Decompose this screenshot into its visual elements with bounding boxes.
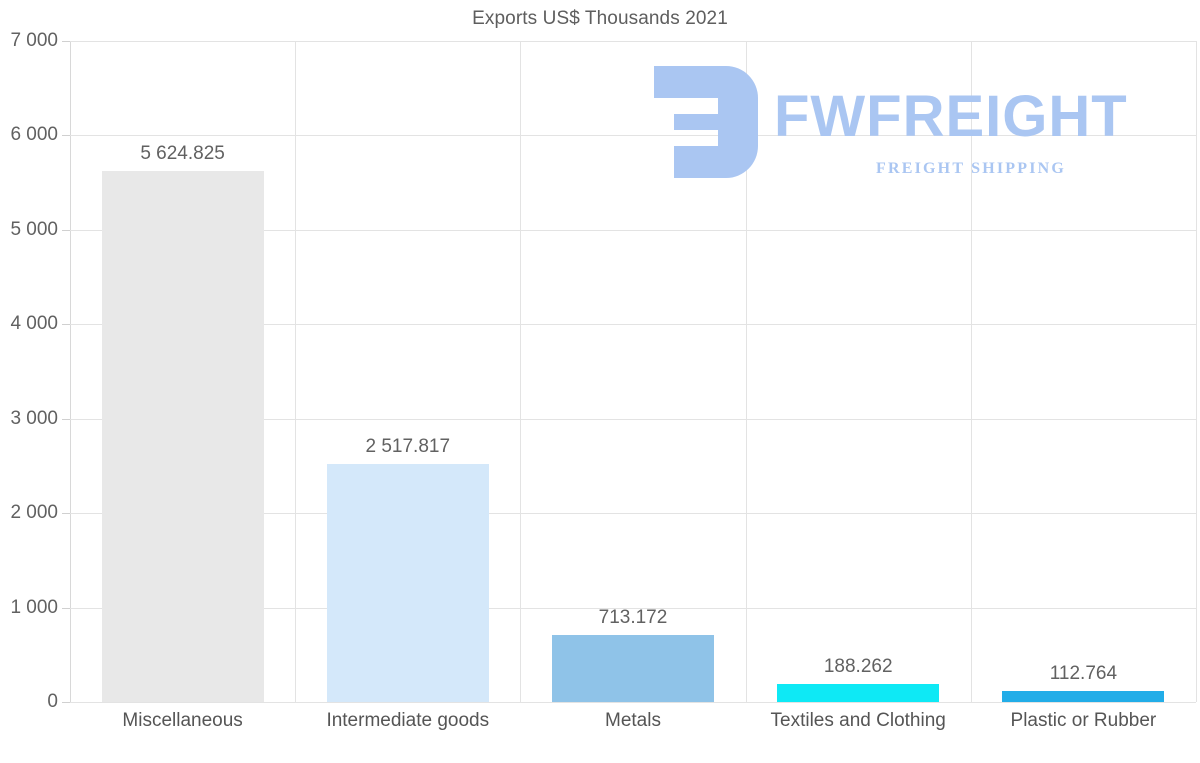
x-axis-tick-label: Intermediate goods (326, 710, 490, 731)
x-axis-tick-label: Metals (605, 710, 661, 731)
x-axis-tick-label: Plastic or Rubber (1010, 710, 1157, 731)
gridline-vertical (520, 41, 521, 702)
bar-value-label: 112.764 (1049, 663, 1118, 685)
gridline-vertical (295, 41, 296, 702)
bar-value-label: 713.172 (598, 606, 668, 628)
y-axis-line (70, 41, 71, 703)
y-axis-tick-mark (62, 324, 70, 326)
y-axis-tick-mark (62, 135, 70, 137)
y-axis-tick-mark (62, 607, 70, 609)
y-axis-tick-label: 7 000 (10, 30, 58, 51)
y-axis-tick-label: 3 000 (10, 407, 58, 429)
y-axis-tick-label: 0 (47, 691, 58, 712)
gridline-vertical (971, 41, 972, 702)
gridline-horizontal (70, 702, 1196, 703)
y-axis-tick-label: 4 000 (10, 313, 58, 335)
bar-value-label: 188.262 (823, 656, 893, 678)
bar[interactable] (777, 684, 939, 702)
y-axis-tick-label: 1 000 (10, 596, 58, 618)
gridline-vertical (1196, 41, 1197, 702)
bar-value-label: 2 517.817 (365, 436, 451, 458)
y-axis-tick-mark (62, 702, 70, 703)
bar[interactable] (552, 634, 714, 702)
gridline-horizontal (70, 229, 1196, 231)
x-axis-tick-label: Textiles and Clothing (770, 710, 946, 731)
x-axis-tick-label: Miscellaneous (122, 710, 243, 731)
y-axis-tick-mark (62, 418, 70, 420)
y-axis-tick-label: 6 000 (10, 124, 58, 146)
plot-area (70, 41, 1197, 703)
bar-value-label: 5 624.825 (140, 142, 225, 164)
gridline-horizontal (70, 607, 1196, 609)
gridline-horizontal (70, 513, 1196, 515)
bar[interactable] (327, 464, 489, 702)
gridline-horizontal (70, 324, 1196, 326)
y-axis-tick-mark (62, 41, 70, 42)
y-axis-tick-mark (62, 229, 70, 231)
gridline-vertical (746, 41, 747, 702)
gridline-horizontal (70, 41, 1196, 42)
bar[interactable] (102, 170, 264, 702)
gridline-horizontal (70, 418, 1196, 420)
gridline-horizontal (70, 135, 1196, 137)
chart-title: Exports US$ Thousands 2021 (472, 8, 728, 29)
bar[interactable] (1002, 691, 1164, 702)
y-axis-tick-mark (62, 513, 70, 515)
y-axis-tick-label: 5 000 (10, 218, 58, 240)
y-axis-tick-label: 2 000 (10, 502, 58, 524)
